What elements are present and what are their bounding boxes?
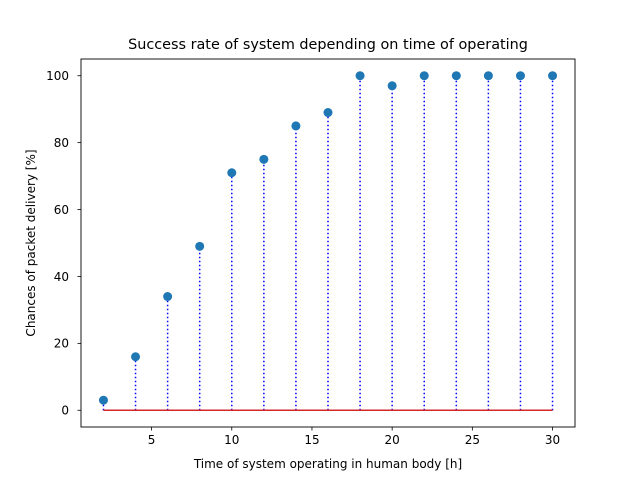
y-tick-label: 0: [61, 404, 69, 418]
x-tick-label: 25: [465, 433, 480, 447]
x-tick-label: 10: [224, 433, 239, 447]
data-point: [323, 108, 333, 118]
x-axis-label: Time of system operating in human body […: [193, 457, 462, 471]
y-axis-label: Chances of packet delivery [%]: [24, 149, 38, 336]
y-tick-label: 80: [54, 136, 69, 150]
data-point: [227, 168, 237, 178]
data-point: [98, 395, 108, 405]
plot-area: 5 10 15 20 25 30 0 20 40 60 80 100: [46, 69, 560, 447]
data-point: [291, 121, 301, 131]
data-point: [195, 241, 205, 251]
data-point: [548, 71, 558, 81]
data-point: [387, 81, 397, 91]
y-tick-label: 60: [54, 203, 69, 217]
data-point: [163, 292, 173, 302]
axes-frame: [80, 58, 576, 428]
data-point: [451, 71, 461, 81]
chart-title: Success rate of system depending on time…: [128, 37, 528, 53]
data-point: [483, 71, 493, 81]
y-tick-label: 20: [54, 337, 69, 351]
data-point: [515, 71, 525, 81]
x-tick-label: 5: [148, 433, 156, 447]
data-point: [131, 352, 141, 362]
x-tick-label: 30: [545, 433, 560, 447]
data-point: [259, 154, 269, 164]
x-tick-label: 20: [385, 433, 400, 447]
x-tick-label: 15: [304, 433, 319, 447]
data-point: [419, 71, 429, 81]
data-point: [355, 71, 365, 81]
y-tick-label: 100: [46, 69, 69, 83]
y-tick-label: 40: [54, 270, 69, 284]
